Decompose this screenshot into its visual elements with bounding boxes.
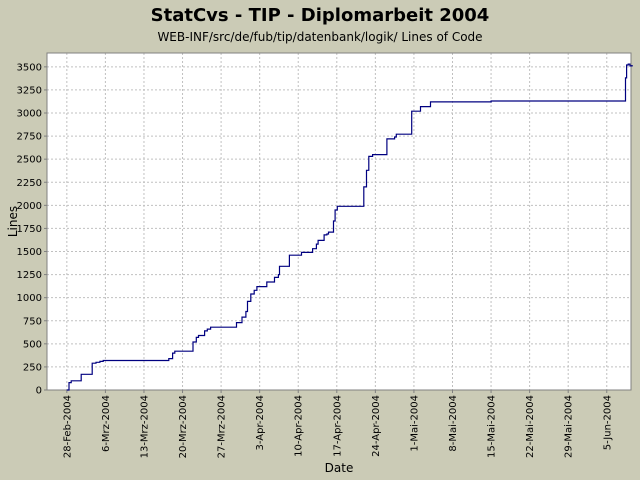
plot-border (46, 52, 632, 391)
x-tick-label: 29-Mai-2004 (564, 395, 575, 458)
y-tick-label: 3500 (17, 62, 42, 73)
y-tick-label: 2000 (17, 201, 42, 212)
x-tick-label: 22-Mai-2004 (525, 395, 536, 458)
y-tick-label: 0 (36, 386, 42, 397)
x-tick-label: 15-Mai-2004 (487, 395, 498, 458)
x-tick-label: 24-Apr-2004 (371, 395, 382, 457)
x-tick-label: 13-Mrz-2004 (139, 395, 150, 458)
x-tick-label: 28-Feb-2004 (62, 395, 73, 458)
y-tick-label: 2750 (17, 132, 42, 143)
y-tick-label: 750 (23, 316, 42, 327)
y-tick-label: 2250 (17, 178, 42, 189)
x-tick-label: 8-Mai-2004 (448, 395, 459, 452)
chart-subtitle: WEB-INF/src/de/fub/tip/datenbank/logik/ … (157, 30, 483, 44)
y-tick-label: 1500 (17, 247, 42, 258)
y-axis-label: Lines (6, 206, 20, 237)
x-tick-label: 3-Apr-2004 (255, 395, 266, 450)
y-tick-label: 1250 (17, 270, 42, 281)
x-tick-label: 27-Mrz-2004 (217, 395, 228, 458)
y-tick-label: 500 (23, 339, 42, 350)
x-tick-label: 1-Mai-2004 (409, 395, 420, 452)
series-line (66, 63, 633, 391)
y-tick-label: 1750 (17, 224, 42, 235)
y-tick-label: 3000 (17, 109, 42, 120)
y-tick-label: 1000 (17, 293, 42, 304)
x-tick-label: 10-Apr-2004 (294, 395, 305, 457)
x-tick-label: 5-Jun-2004 (602, 395, 613, 450)
x-tick-label: 17-Apr-2004 (332, 395, 343, 457)
x-axis-label: Date (325, 461, 354, 475)
y-tick-label: 3250 (17, 85, 42, 96)
plot-area (47, 53, 631, 390)
x-tick-label: 20-Mrz-2004 (178, 395, 189, 458)
chart-title: StatCvs - TIP - Diplomarbeit 2004 (150, 5, 490, 26)
y-tick-label: 2500 (17, 155, 42, 166)
y-tick-label: 250 (23, 362, 42, 373)
x-tick-label: 6-Mrz-2004 (101, 395, 112, 452)
